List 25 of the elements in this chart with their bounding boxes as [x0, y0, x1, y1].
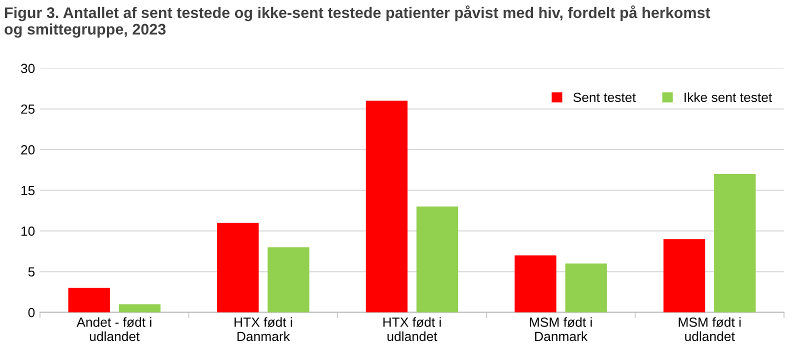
bar [366, 100, 408, 312]
x-tick-label: MSM født i udlandet [678, 317, 741, 342]
legend-label: Ikke sent testet [684, 92, 772, 102]
bar [416, 206, 458, 312]
y-tick-label: 30 [20, 64, 35, 74]
x-tick-label: MSM født i Danmark [530, 317, 592, 342]
x-tick-label: HTX født i Danmark [234, 317, 292, 342]
bar [514, 255, 556, 312]
chart-title: Figur 3. Antallet af sent testede og ikke-sent testede patienter påvist med hiv, fordelt på herkomst og smittegruppe, 2023 [4, 5, 710, 38]
y-tick-label: 20 [21, 145, 35, 154]
y-tick-label: 0 [28, 308, 35, 318]
bar [268, 247, 310, 312]
y-tick-label: 10 [21, 226, 35, 236]
bar [663, 239, 706, 312]
y-tick-label: 15 [21, 186, 35, 196]
x-tick-label: Andet - født i udlandet [76, 317, 152, 342]
bar [714, 174, 756, 312]
y-tick-label: 5 [28, 267, 35, 277]
bar [68, 288, 110, 312]
bar [217, 222, 259, 312]
y-tick-label: 25 [21, 104, 35, 114]
x-tick-label: HTX født i udlandet [383, 317, 441, 342]
legend-label: Sent testet [573, 92, 636, 102]
bar [565, 264, 607, 312]
bar [118, 304, 161, 312]
